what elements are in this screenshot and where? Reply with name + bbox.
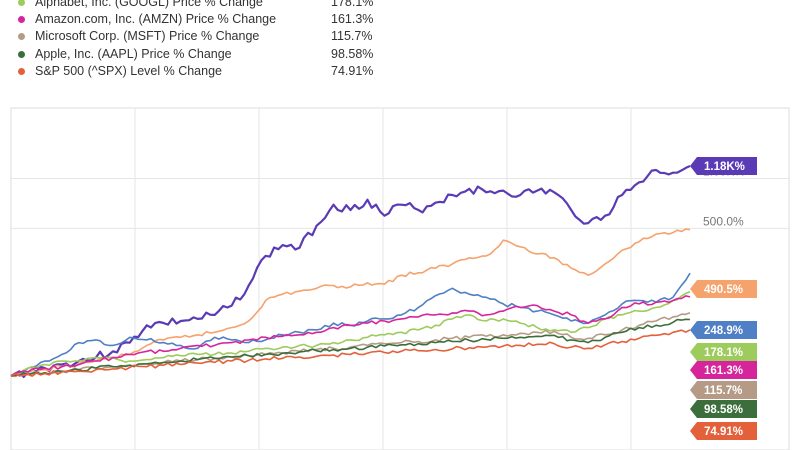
end-label-2: 248.9%	[704, 325, 743, 337]
end-label-tag-4	[690, 361, 757, 379]
legend-marker-aapl	[18, 50, 25, 58]
series-line-6	[10, 318, 691, 377]
end-label-1: 490.5%	[704, 284, 743, 296]
legend-value-spx: 74.91%	[331, 63, 374, 78]
end-label-0: 1.18K%	[704, 161, 745, 173]
series-line-0	[10, 164, 691, 378]
end-label-4: 161.3%	[704, 365, 743, 377]
end-label-tag-7	[690, 422, 757, 440]
series-line-4	[10, 295, 691, 377]
end-label-5: 115.7%	[704, 385, 742, 397]
legend-label-aapl: Apple, Inc. (AAPL) Price % Change	[35, 46, 232, 61]
series-line-3	[10, 291, 691, 377]
legend-label-amzn: Amazon.com, Inc. (AMZN) Price % Change	[35, 12, 277, 27]
legend-item-amzn: Amazon.com, Inc. (AMZN) Price % Change 1…	[18, 11, 398, 28]
legend-item-msft: Microsoft Corp. (MSFT) Price % Change 11…	[18, 28, 398, 45]
legend-label-googl: Alphabet, Inc. (GOOGL) Price % Change	[35, 0, 263, 9]
end-label-6: 98.58%	[704, 404, 743, 416]
end-label-tag-1	[690, 280, 757, 298]
end-label-tag-3	[690, 343, 757, 361]
plot-frame	[10, 107, 790, 450]
legend-marker-amzn	[18, 16, 25, 24]
series-line-7	[10, 329, 691, 377]
legend-item-aapl: Apple, Inc. (AAPL) Price % Change 98.58%	[18, 46, 398, 63]
legend-item-spx: S&P 500 (^SPX) Level % Change 74.91%	[18, 63, 398, 80]
end-label-7: 74.91%	[704, 426, 743, 438]
end-label-3: 178.1%	[704, 347, 743, 359]
legend-marker-googl	[18, 0, 25, 6]
end-label-tag-5	[690, 381, 757, 399]
end-label-tag-0	[690, 157, 757, 175]
legend-value-amzn: 161.3%	[331, 12, 374, 27]
y-tick-label: 500.0%	[703, 214, 744, 228]
legend-item-googl: Alphabet, Inc. (GOOGL) Price % Change 17…	[18, 0, 398, 11]
legend-value-googl: 178.1%	[331, 0, 374, 9]
end-label-tag-2	[690, 321, 757, 339]
end-label-tag-6	[690, 400, 757, 418]
legend-value-aapl: 98.58%	[331, 46, 374, 61]
legend-marker-msft	[18, 33, 25, 41]
legend-marker-spx	[18, 67, 25, 75]
legend-value-msft: 115.7%	[331, 29, 373, 44]
legend-label-msft: Microsoft Corp. (MSFT) Price % Change	[35, 29, 260, 44]
legend-label-spx: S&P 500 (^SPX) Level % Change	[35, 63, 222, 78]
chart-legend: Alphabet, Inc. (GOOGL) Price % Change 17…	[18, 0, 398, 80]
